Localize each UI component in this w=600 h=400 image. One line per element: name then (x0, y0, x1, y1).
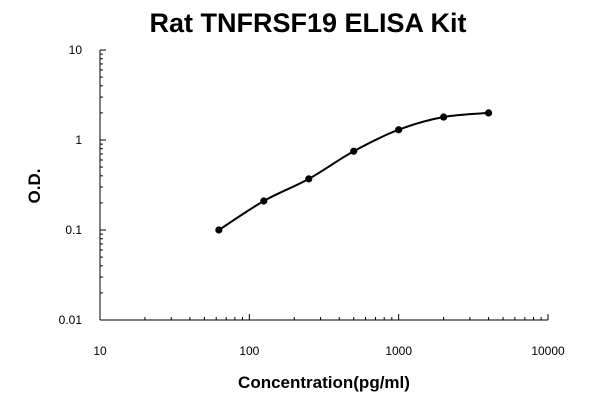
data-point (215, 226, 223, 234)
data-point (305, 175, 313, 183)
data-point (260, 197, 268, 205)
x-tick-label: 10000 (531, 344, 565, 358)
x-ticks: 10 100 1000 10000 (93, 314, 565, 358)
y-tick-label: 10 (69, 43, 83, 57)
chart-title: Rat TNFRSF19 ELISA Kit (149, 8, 466, 38)
data-point (484, 109, 493, 117)
y-tick-label: 0.01 (59, 313, 83, 327)
data-point (440, 113, 448, 121)
data-points (215, 109, 493, 234)
data-point (350, 147, 358, 155)
y-tick-label: 0.1 (65, 223, 82, 237)
data-point (395, 126, 403, 134)
y-tick-label: 1 (75, 133, 82, 147)
x-tick-label: 10 (93, 344, 107, 358)
y-ticks: 0.01 0.1 1 10 (59, 43, 106, 327)
y-axis-label: O.D. (25, 169, 44, 204)
fit-curve (218, 111, 489, 231)
x-tick-label: 100 (239, 344, 259, 358)
x-axis-label: Concentration(pg/ml) (238, 373, 410, 392)
axes (99, 50, 548, 321)
x-tick-label: 1000 (385, 344, 412, 358)
